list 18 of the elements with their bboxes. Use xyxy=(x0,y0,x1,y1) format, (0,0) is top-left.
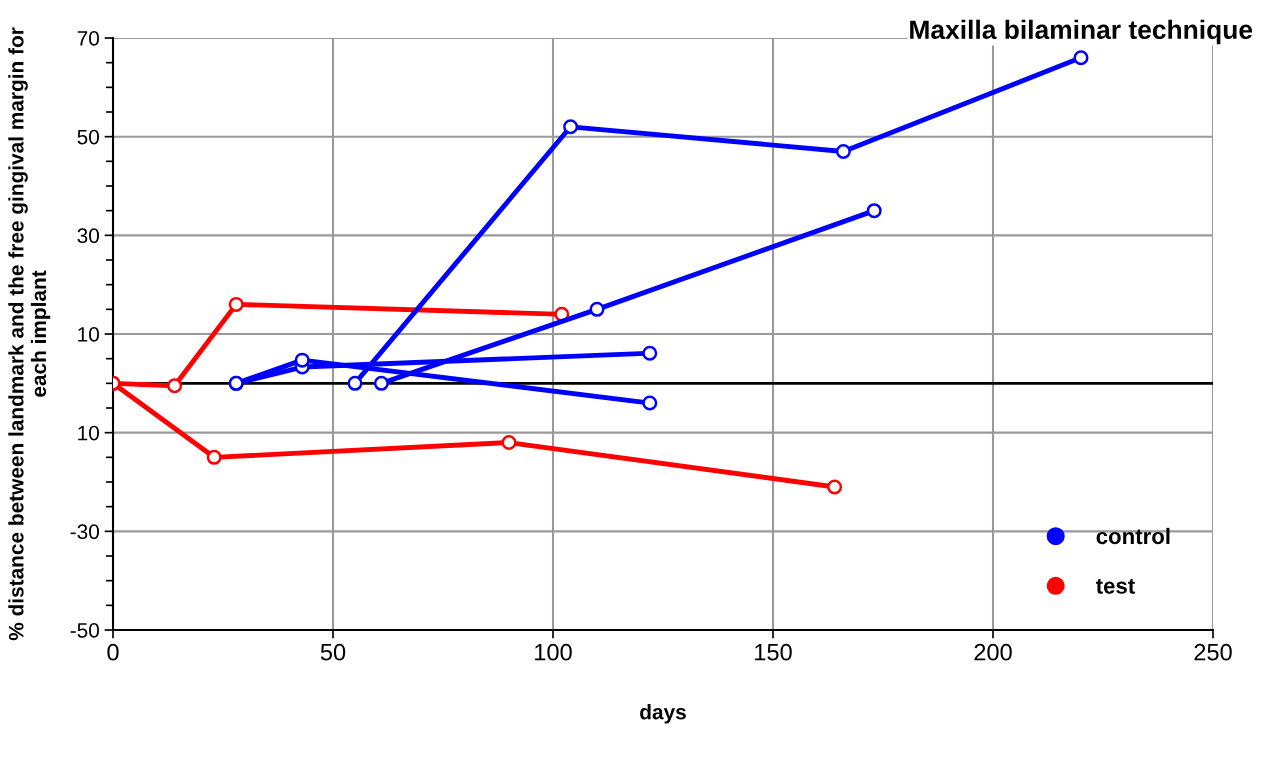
x-axis-title: days xyxy=(640,704,686,724)
y-tick-label: 30 xyxy=(77,228,99,244)
legend-label: control xyxy=(1096,527,1170,545)
y-tick-label: 70 xyxy=(77,31,99,46)
y-tick-label: 50 xyxy=(77,129,99,145)
y-axis-title: % distance between landmark and the free gingival margin for each implant xyxy=(8,27,51,641)
legend-label: test xyxy=(1095,579,1135,594)
y-tick-label: -50 xyxy=(70,623,99,638)
x-tick-label: 50 xyxy=(320,643,346,661)
y-tick-label: -30 xyxy=(70,524,99,540)
x-tick-label: 200 xyxy=(974,643,1012,661)
x-tick-label: 150 xyxy=(755,643,792,661)
x-tick-label: 100 xyxy=(535,643,572,661)
y-tick-label: 10 xyxy=(78,425,99,441)
y-tick-label: 10 xyxy=(78,327,99,342)
chart-title: Maxilla bilaminar technique xyxy=(910,19,1253,45)
x-tick-label: 250 xyxy=(1194,643,1232,661)
x-tick-label: 0 xyxy=(107,643,119,661)
